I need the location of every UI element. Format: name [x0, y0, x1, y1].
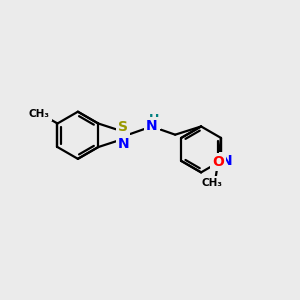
Text: N: N — [221, 154, 233, 168]
Text: H: H — [148, 113, 159, 127]
Text: CH₃: CH₃ — [29, 109, 50, 119]
Text: O: O — [212, 155, 224, 169]
Text: N: N — [118, 137, 130, 151]
Text: CH₃: CH₃ — [201, 178, 222, 188]
Text: N: N — [146, 119, 158, 134]
Text: S: S — [118, 119, 128, 134]
